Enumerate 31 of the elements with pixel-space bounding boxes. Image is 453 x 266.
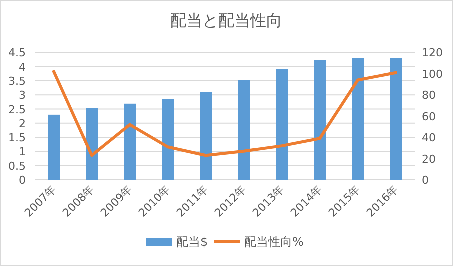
y-tick-label: 3 <box>19 89 26 102</box>
y2-tick-label: 40 <box>422 132 436 145</box>
line-series <box>52 70 398 158</box>
y-tick-label: 4 <box>19 60 26 74</box>
bar <box>200 92 212 180</box>
bar <box>276 69 288 180</box>
legend-label: 配当$ <box>176 235 208 249</box>
bar <box>314 60 326 180</box>
bar <box>390 58 402 180</box>
y2-tick-label: 80 <box>422 89 436 102</box>
y2-tick-label: 0 <box>422 174 429 187</box>
bar <box>352 58 364 180</box>
y2-tick-label: 100 <box>422 68 443 81</box>
bar <box>238 80 250 180</box>
y-tick-label: 4.5 <box>8 46 26 60</box>
y-tick-label: 1 <box>19 146 26 159</box>
bar <box>162 99 174 180</box>
y2-tick-label: 60 <box>422 110 436 124</box>
chart-title: 配当と配当性向 <box>170 11 282 30</box>
y-tick-label: 0 <box>19 174 26 187</box>
bar <box>124 104 136 180</box>
y2-tick-label: 120 <box>422 46 443 60</box>
y-tick-label: 2.5 <box>8 103 26 116</box>
y-tick-label: 1.5 <box>8 132 26 145</box>
bar <box>86 108 98 180</box>
bar <box>48 114 60 180</box>
y-tick-label: 0.5 <box>8 160 26 173</box>
y2-tick-label: 20 <box>422 152 436 166</box>
legend-label: 配当性向% <box>244 235 304 249</box>
y-tick-label: 3.5 <box>8 74 26 88</box>
y-tick-label: 2 <box>19 117 26 130</box>
